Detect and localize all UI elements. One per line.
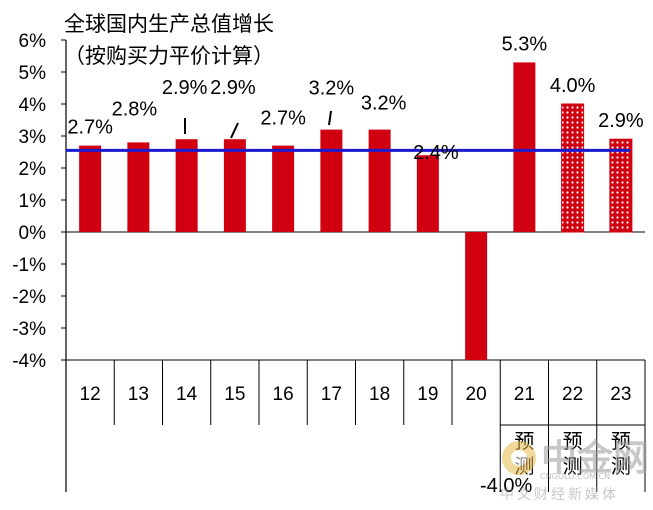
x-tick-label: 20: [466, 384, 487, 405]
data-label-20: -4.0%: [480, 475, 532, 497]
x-tick-label: 18: [369, 384, 390, 405]
data-label-21: 5.3%: [502, 33, 548, 55]
bar-15: [223, 139, 246, 232]
bar-14: [175, 139, 198, 232]
bar-21: [513, 62, 536, 233]
watermark-brand: 中金网: [541, 437, 649, 479]
bar-19: [416, 155, 439, 232]
data-label-18: 3.2%: [361, 93, 407, 115]
y-tick-label: -1%: [12, 255, 46, 276]
y-tick-label: 6%: [19, 31, 47, 52]
bar-18: [368, 129, 391, 232]
label-leader-line: [328, 110, 332, 126]
forecast-mark-char: 预: [611, 429, 631, 453]
y-tick-label: -3%: [12, 319, 46, 340]
data-label-16: 2.7%: [260, 108, 306, 130]
y-tick-label: 5%: [19, 63, 47, 84]
forecast-mark-char: 预: [563, 429, 583, 453]
x-tick-label: 16: [273, 384, 294, 405]
x-tick-label: 12: [80, 384, 101, 405]
x-tick-label: 23: [610, 384, 631, 405]
x-tick-label: 13: [128, 384, 149, 405]
x-tick-label: 14: [176, 384, 198, 405]
y-tick-label: 4%: [19, 95, 47, 116]
bar-20: [465, 232, 488, 360]
forecast-mark-char: 测: [611, 454, 631, 478]
forecast-mark-char: 测: [563, 454, 583, 478]
data-label-19: 2.4%: [413, 142, 459, 164]
data-label-15: 2.9%: [210, 77, 256, 99]
y-tick-label: 2%: [19, 159, 47, 180]
x-tick-label: 19: [417, 384, 438, 405]
chart-title: 全球国内生产总值增长: [64, 12, 274, 36]
bar-23: [609, 138, 633, 233]
data-label-13: 2.8%: [112, 98, 158, 120]
y-tick-label: 1%: [19, 191, 47, 212]
y-tick-label: -4%: [12, 351, 46, 372]
chart-subtitle: （按购买力平价计算）: [64, 44, 274, 68]
data-label-17: 3.2%: [309, 78, 355, 100]
label-leader-line: [230, 122, 239, 139]
data-label-22: 4.0%: [550, 75, 596, 97]
bar-22: [561, 103, 585, 233]
x-tick-label: 21: [514, 384, 535, 405]
watermark: 中金网 CNGOLD.COM.CN 中文财经新媒体: [500, 437, 649, 503]
bar-16: [272, 145, 295, 232]
x-tick-label: 15: [224, 384, 245, 405]
bar-17: [320, 129, 343, 232]
y-tick-label: 0%: [19, 223, 47, 244]
x-tick-label: 22: [562, 384, 583, 405]
watermark-tagline: 中文财经新媒体: [500, 487, 619, 503]
bar-12: [79, 145, 102, 232]
y-tick-label: 3%: [19, 127, 47, 148]
watermark-url: CNGOLD.COM.CN: [540, 472, 610, 481]
data-label-23: 2.9%: [598, 110, 644, 132]
bar-13: [127, 142, 150, 232]
x-tick-label: 17: [321, 384, 342, 405]
y-tick-label: -2%: [12, 287, 46, 308]
data-label-12: 2.7%: [67, 117, 113, 139]
data-label-14: 2.9%: [162, 77, 208, 99]
